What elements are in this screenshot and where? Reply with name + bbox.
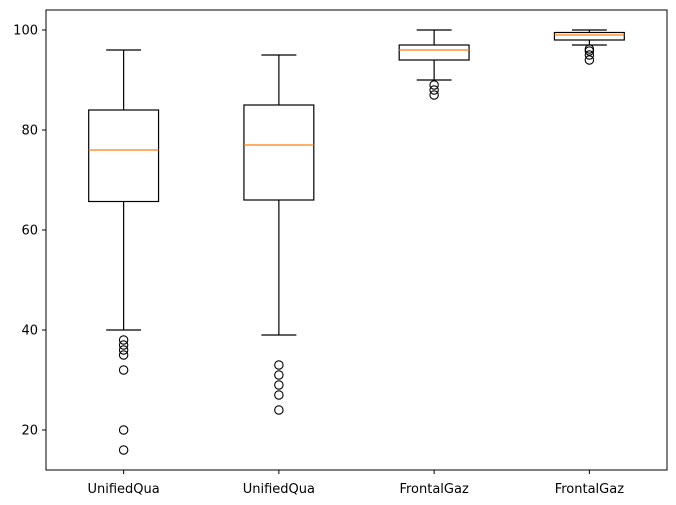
outlier-point xyxy=(274,380,284,390)
outlier-point xyxy=(118,445,129,455)
box-group xyxy=(553,29,625,65)
x-axis: UnifiedQua UnifiedQua FrontalGaz FrontalGaz xyxy=(88,470,624,497)
outlier-point xyxy=(274,360,284,370)
y-axis: 20 40 60 80 100 xyxy=(13,24,46,439)
boxes xyxy=(88,29,625,455)
outlier-point xyxy=(584,50,595,60)
box-group xyxy=(243,54,315,415)
iqr-box xyxy=(553,31,625,41)
outlier-point xyxy=(429,80,439,90)
outlier-point xyxy=(118,425,129,435)
box-group xyxy=(88,49,160,455)
outlier-point xyxy=(118,350,129,360)
outlier-point xyxy=(274,405,284,415)
y-tick-label: 40 xyxy=(21,324,38,339)
plot-area xyxy=(45,9,668,471)
y-tick-label: 100 xyxy=(13,24,38,39)
outlier-point xyxy=(584,55,595,65)
outlier-point xyxy=(118,365,129,375)
outlier-point xyxy=(429,85,439,95)
outlier-point xyxy=(274,370,284,380)
outlier-point xyxy=(118,345,129,355)
y-tick-label: 20 xyxy=(21,424,38,439)
x-tick-label: UnifiedQua xyxy=(88,482,160,497)
outlier-point xyxy=(118,335,129,345)
iqr-box xyxy=(88,109,160,203)
x-tick-label: UnifiedQua xyxy=(243,482,315,497)
outlier-point xyxy=(584,46,595,56)
outlier-point xyxy=(274,390,284,400)
y-tick-label: 80 xyxy=(21,124,38,139)
x-tick-label: FrontalGaz xyxy=(399,482,468,497)
outlier-point xyxy=(118,340,129,350)
box-group xyxy=(398,29,470,100)
iqr-box xyxy=(243,104,315,201)
outlier-point xyxy=(429,90,439,100)
x-tick-label: FrontalGaz xyxy=(555,482,624,497)
y-tick-label: 60 xyxy=(21,224,38,239)
iqr-box xyxy=(398,44,470,61)
